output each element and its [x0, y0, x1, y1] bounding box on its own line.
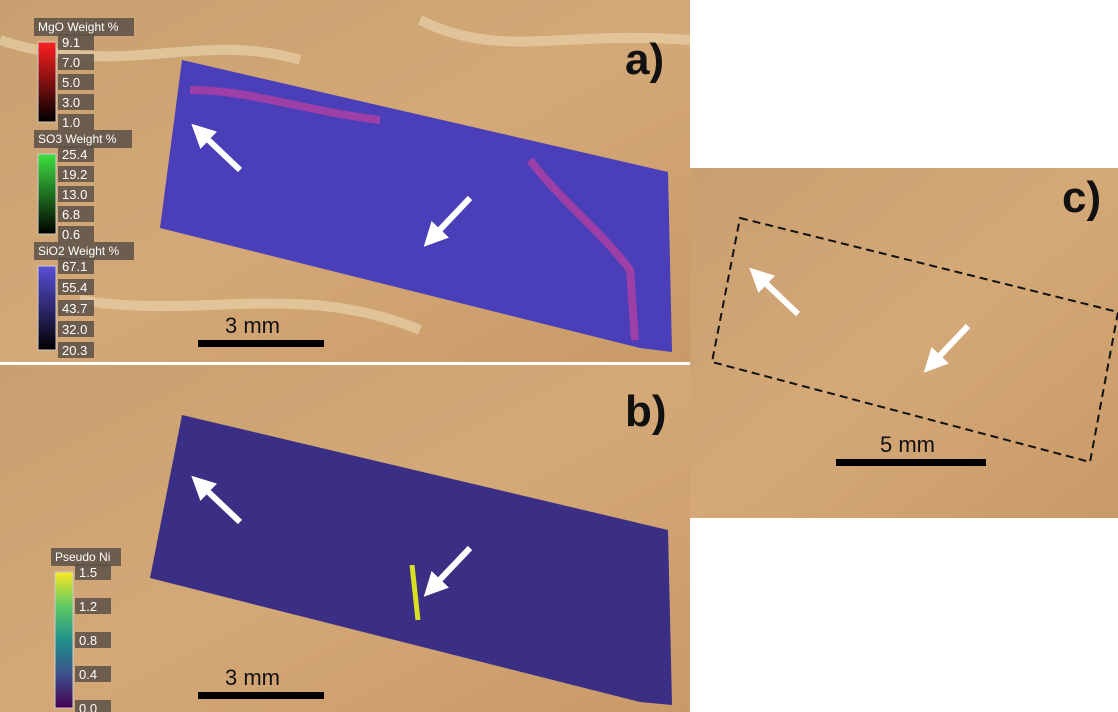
- tick-label: 0.4: [79, 667, 97, 682]
- figure: a) 3 mm b) 3 mm c) 5 mm MgO Weight %9.1 7…: [0, 0, 1118, 712]
- tick-label: 55.4: [62, 280, 87, 295]
- colorbar-title: SO3 Weight %: [38, 132, 117, 146]
- panel-a: a) 3 mm: [0, 0, 690, 362]
- colorbar-title: Pseudo Ni: [55, 550, 110, 564]
- tick-label: 19.2: [62, 167, 87, 182]
- tick-label: 5.0: [62, 75, 80, 90]
- tick-label: 1.5: [79, 565, 97, 580]
- tick-label: 3.0: [62, 95, 80, 110]
- tick-label: 67.1: [62, 259, 87, 274]
- tick-label: 32.0: [62, 322, 87, 337]
- panel-label: b): [625, 387, 667, 436]
- colorbar: [38, 42, 56, 122]
- scale-bar: [836, 459, 986, 466]
- colorbar: [38, 266, 56, 350]
- scale-bar: [198, 340, 324, 347]
- tick-label: 1.2: [79, 599, 97, 614]
- panel-label: c): [1062, 173, 1101, 222]
- colorbar-title: MgO Weight %: [38, 20, 119, 34]
- scale-bar-label: 3 mm: [225, 665, 280, 690]
- panel-c: c) 5 mm: [690, 168, 1118, 518]
- panel-label: a): [625, 35, 664, 84]
- scale-bar-label: 3 mm: [225, 313, 280, 338]
- tick-label: 6.8: [62, 207, 80, 222]
- panel-b: b) 3 mm: [0, 365, 690, 712]
- colorbar-title: SiO2 Weight %: [38, 244, 119, 258]
- tick-label: 20.3: [62, 343, 87, 358]
- tick-label: 7.0: [62, 55, 80, 70]
- tick-label: 0.0: [79, 701, 97, 712]
- tick-label: 13.0: [62, 187, 87, 202]
- scale-bar-label: 5 mm: [880, 432, 935, 457]
- tick-label: 9.1: [62, 35, 80, 50]
- tick-label: 43.7: [62, 301, 87, 316]
- tick-label: 1.0: [62, 115, 80, 130]
- colorbar: [55, 572, 73, 708]
- colorbar: [38, 154, 56, 234]
- tick-label: 25.4: [62, 147, 87, 162]
- tick-label: 0.6: [62, 227, 80, 242]
- scale-bar: [198, 692, 324, 699]
- tick-label: 0.8: [79, 633, 97, 648]
